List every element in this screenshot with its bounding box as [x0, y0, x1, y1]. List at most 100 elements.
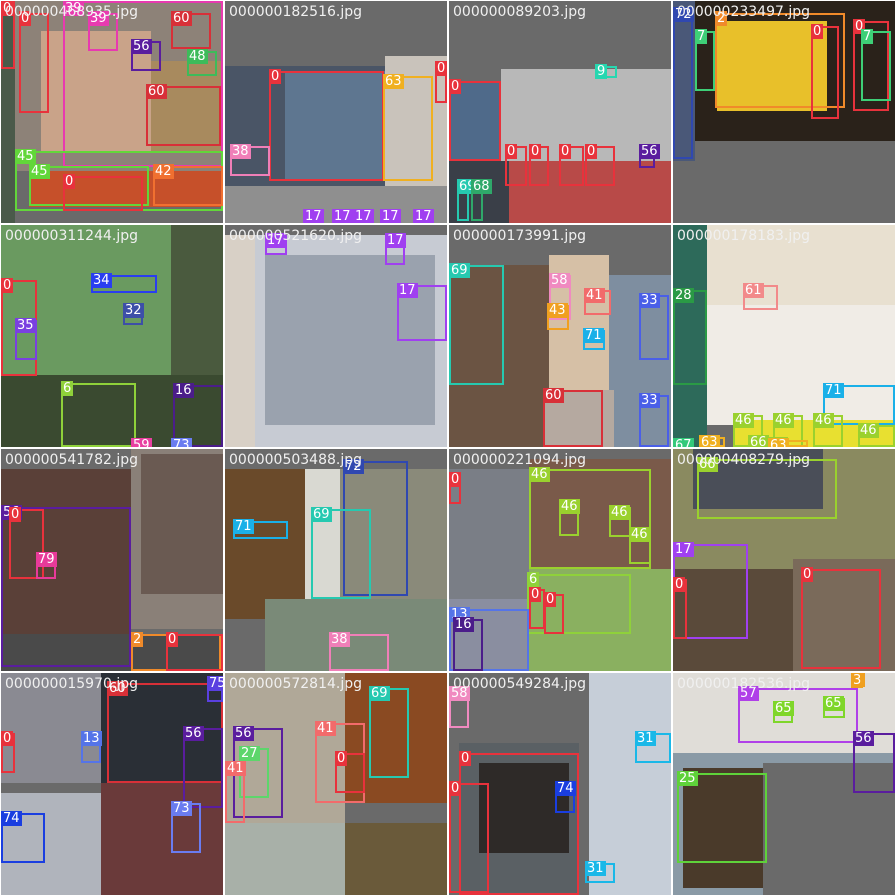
- bounding-box: [529, 469, 651, 569]
- class-label: 60: [107, 681, 128, 696]
- class-label: 60: [543, 388, 564, 403]
- bounding-box: [449, 265, 504, 385]
- class-label: 46: [559, 499, 580, 514]
- class-label: 63: [768, 438, 789, 447]
- class-label: 16: [173, 383, 194, 398]
- bounding-box: [811, 26, 839, 119]
- class-label: 46: [529, 467, 550, 482]
- bounding-box: [673, 9, 693, 159]
- mosaic-tile: 000000015970.jpg 60 75 56 13 74 73 0: [1, 673, 223, 895]
- class-label: 0: [801, 567, 814, 582]
- class-label: 13: [81, 731, 102, 746]
- bounding-box: [585, 146, 615, 186]
- class-label: 72: [673, 7, 694, 22]
- bounding-box: [329, 634, 389, 671]
- class-label: 0: [335, 751, 348, 766]
- photo-region: [717, 21, 827, 111]
- class-label: 0: [9, 507, 22, 522]
- mosaic-tile: 000000182536.jpg 57 65 65 25 56 3: [673, 673, 895, 895]
- class-label: 0: [19, 11, 32, 26]
- bounding-box: [449, 609, 529, 671]
- class-label: 46: [629, 527, 650, 542]
- tile-filename: 000000089203.jpg: [453, 4, 586, 20]
- bounding-box: [853, 21, 889, 111]
- class-label: 65: [773, 701, 794, 716]
- class-label: 17: [353, 209, 374, 223]
- mosaic-tile: 000000521620.jpg 17 17 17: [225, 225, 447, 447]
- photo-region: [225, 823, 345, 895]
- photo-region: [345, 823, 447, 895]
- class-label: 35: [15, 318, 36, 333]
- class-label: 46: [858, 423, 879, 438]
- mosaic-tile: 000000178183.jpg 28 61 71 46 46 46 46 67 63 66 63: [673, 225, 895, 447]
- photo-region: [509, 161, 671, 223]
- tile-filename: 000000468935.jpg: [5, 4, 138, 20]
- class-label: 0: [529, 144, 542, 159]
- bounding-box: [335, 753, 365, 793]
- bounding-box: [738, 688, 858, 743]
- class-label: 46: [773, 413, 794, 428]
- class-label: 73: [171, 438, 192, 447]
- class-label: 56: [639, 144, 660, 159]
- class-label: 0: [269, 69, 282, 84]
- class-label: 17: [673, 542, 694, 557]
- class-label: 38: [329, 632, 350, 647]
- class-label: 17: [397, 283, 418, 298]
- bounding-box: [673, 290, 707, 385]
- class-label: 7: [861, 29, 874, 44]
- mosaic-tile: 000000173991.jpg 69 58 43 41 33 71 60 33: [449, 225, 671, 447]
- tile-filename: 000000408279.jpg: [677, 452, 810, 468]
- bounding-box: [449, 81, 501, 161]
- class-label: 45: [15, 149, 36, 164]
- class-label: 69: [311, 507, 332, 522]
- class-label: 7: [695, 29, 708, 44]
- class-label: 60: [171, 11, 192, 26]
- mosaic-tile: 000000549284.jpg 58 0 31 74 0 31: [449, 673, 671, 895]
- photo-region: [101, 783, 223, 895]
- tile-filename: 000000182516.jpg: [229, 4, 362, 20]
- bounding-box: [543, 390, 603, 447]
- class-label: 0: [449, 472, 462, 487]
- class-label: 17: [413, 209, 434, 223]
- bounding-box: [9, 509, 44, 579]
- class-label: 42: [153, 164, 174, 179]
- bounding-box: [146, 86, 221, 146]
- bounding-box: [19, 13, 49, 113]
- class-label: 39: [88, 11, 109, 26]
- bounding-box: [153, 166, 223, 206]
- mosaic-tile: 000000311244.jpg 0 34 32 35 6 16 59 73: [1, 225, 223, 447]
- photo-region: [1, 634, 223, 671]
- class-label: 71: [233, 519, 254, 534]
- class-label: 41: [584, 288, 605, 303]
- class-label: 56: [853, 731, 874, 746]
- photo-region: [707, 305, 895, 425]
- class-label: 75: [207, 676, 223, 691]
- class-label: 6: [527, 572, 540, 587]
- bounding-box: [697, 459, 837, 519]
- tile-filename: 000000221094.jpg: [453, 452, 586, 468]
- class-label: 33: [639, 393, 660, 408]
- class-label: 63: [383, 74, 404, 89]
- class-label: 2: [715, 11, 728, 26]
- class-label: 61: [743, 283, 764, 298]
- class-label: 74: [1, 811, 22, 826]
- class-label: 71: [583, 328, 604, 343]
- bounding-box: [61, 383, 136, 447]
- bounding-box: [459, 753, 579, 895]
- class-label: 69: [369, 686, 390, 701]
- tile-filename: 000000521620.jpg: [229, 228, 362, 244]
- photo-region: [141, 454, 223, 594]
- photo-region: [449, 469, 529, 599]
- class-label: 17: [303, 209, 324, 223]
- class-label: 0: [459, 751, 472, 766]
- class-label: 71: [823, 383, 844, 398]
- class-label: 57: [738, 686, 759, 701]
- photo-region: [479, 763, 569, 853]
- class-label: 79: [36, 552, 57, 567]
- photo-region: [707, 225, 895, 305]
- class-label: 3: [851, 673, 864, 688]
- bounding-box: [269, 71, 384, 181]
- photo-region: [151, 61, 223, 151]
- mosaic-tile: 000000221094.jpg 0 46 46 46 46 6 0 0 13 16: [449, 449, 671, 671]
